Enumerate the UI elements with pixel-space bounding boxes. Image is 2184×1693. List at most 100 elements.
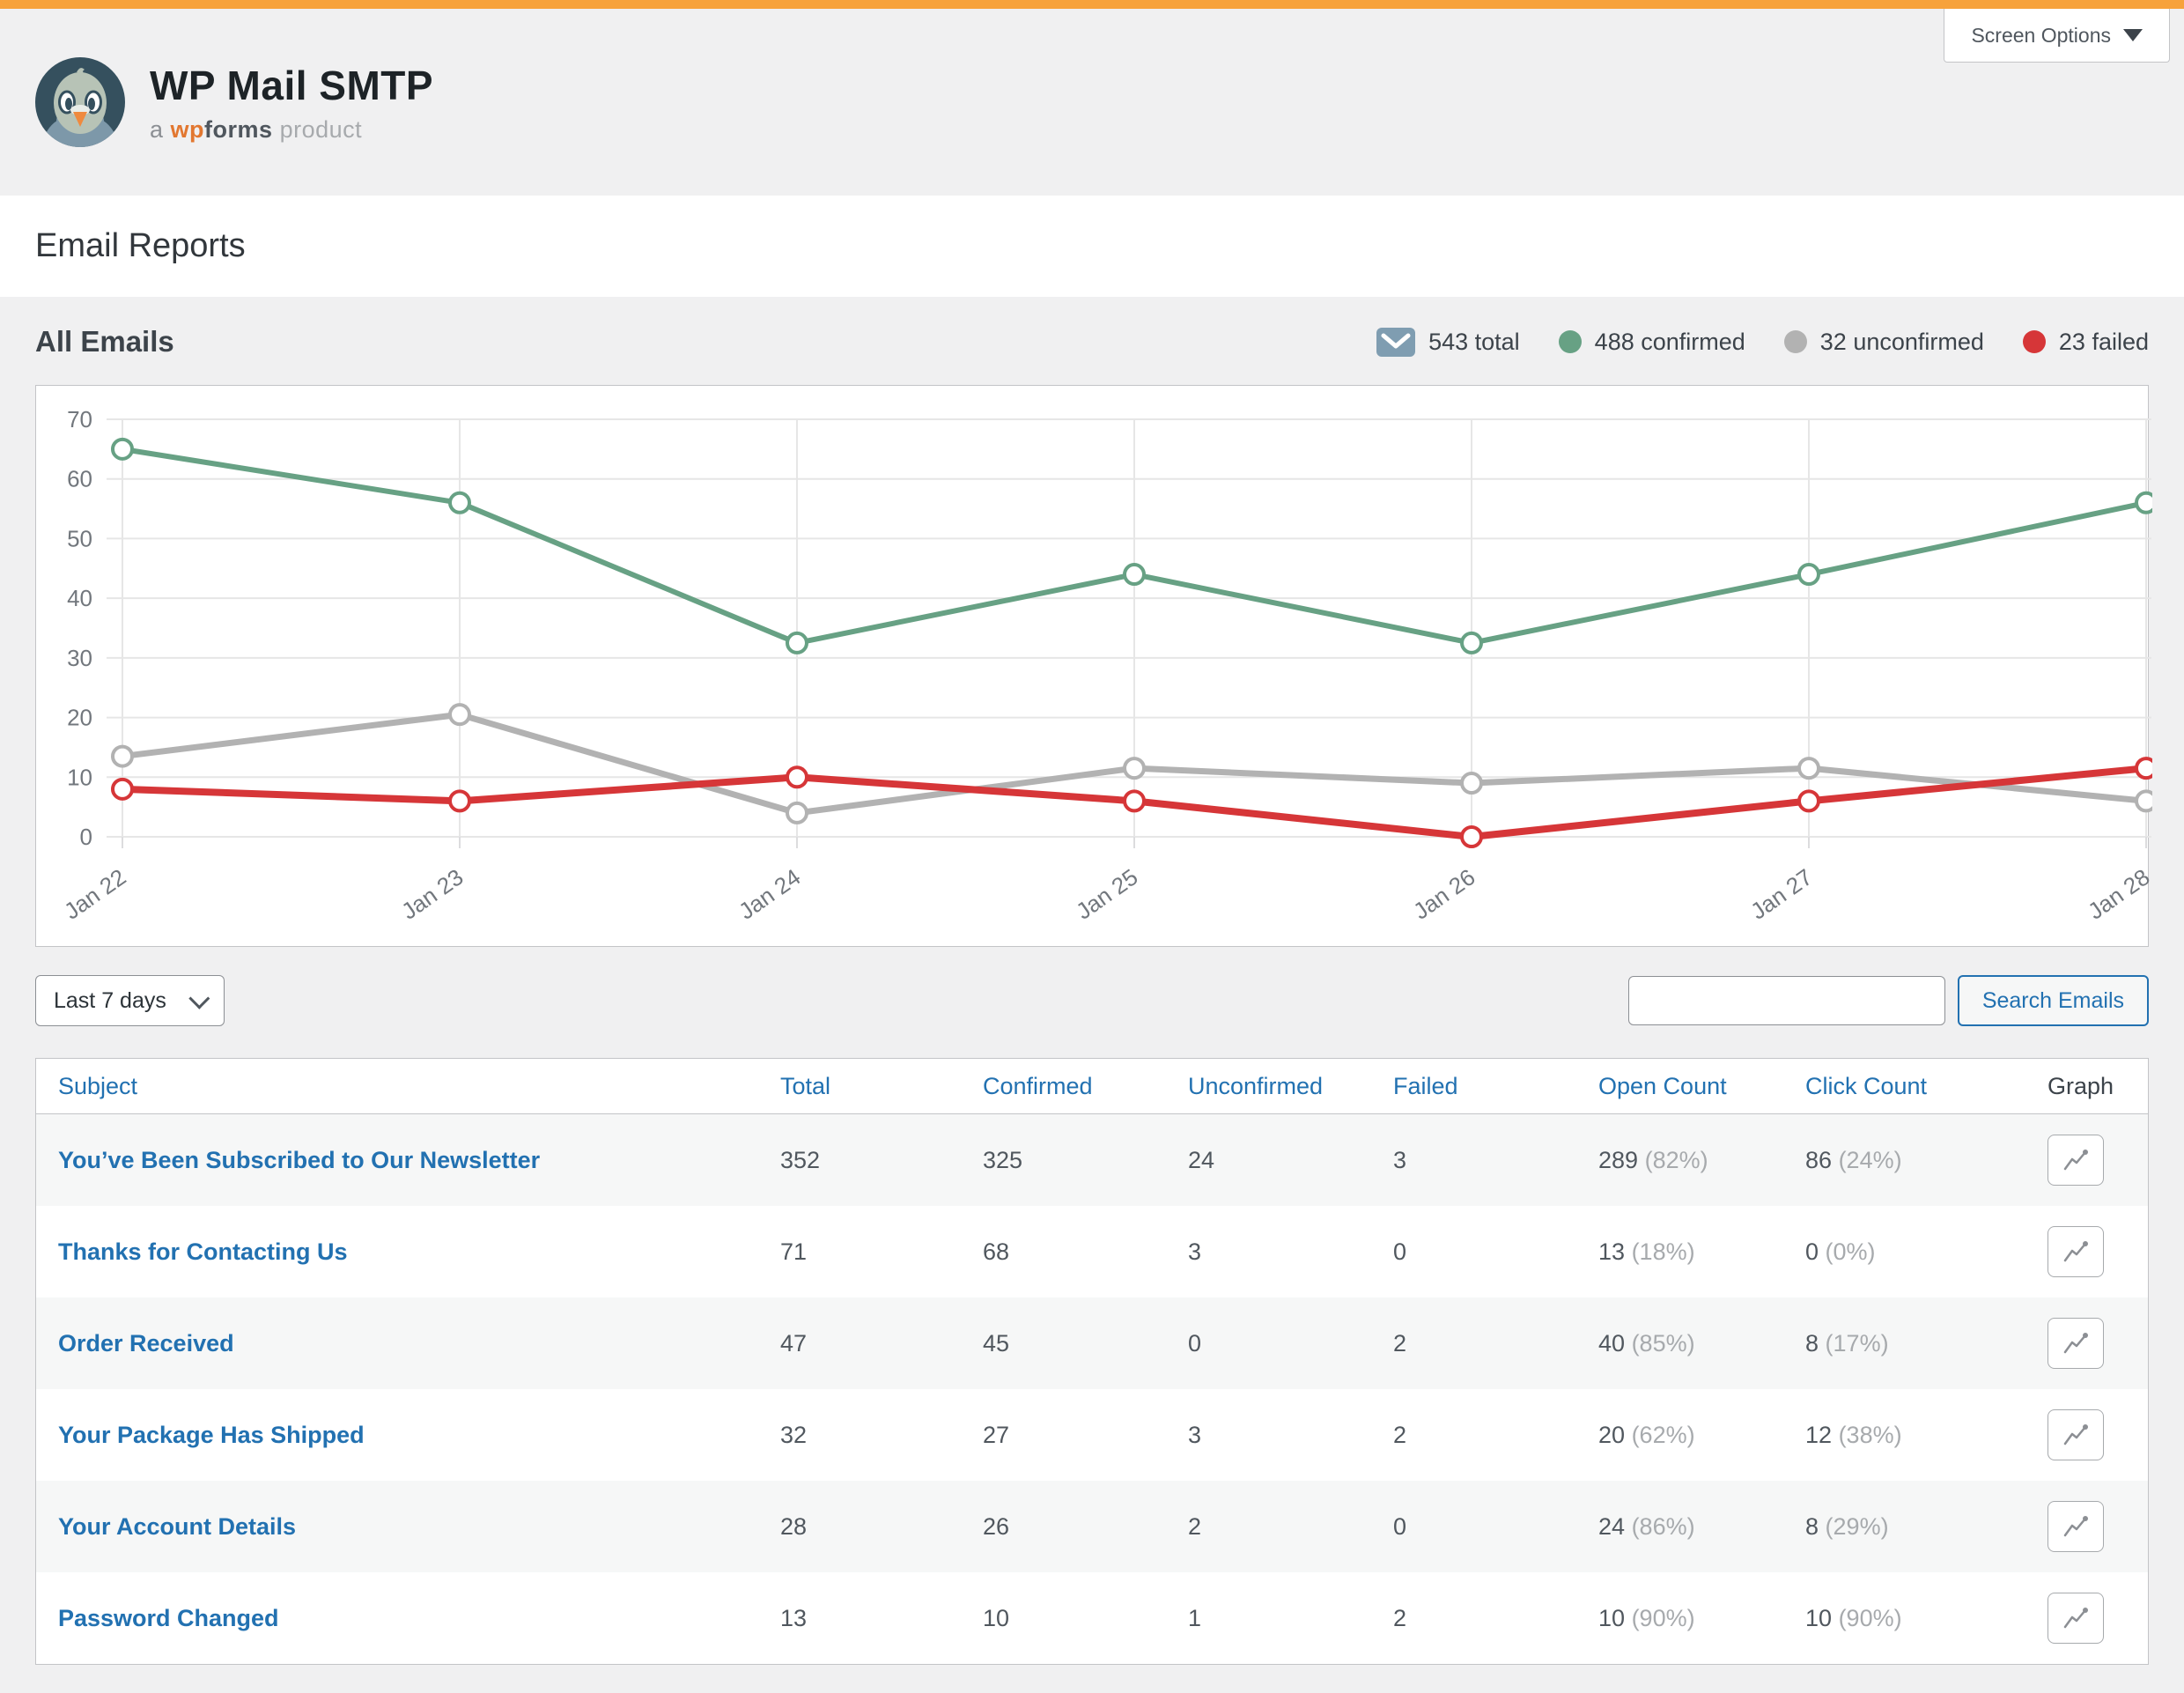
page-title-band: Email Reports [0, 196, 2184, 297]
table-header-row: Subject Total Confirmed Unconfirmed Fail… [36, 1059, 2148, 1114]
svg-text:50: 50 [67, 525, 92, 551]
email-subject-link[interactable]: Your Account Details [58, 1512, 297, 1540]
svg-text:20: 20 [67, 705, 92, 731]
total-cell: 28 [780, 1512, 808, 1540]
confirmed-cell: 325 [983, 1146, 1023, 1173]
graph-button[interactable] [2048, 1501, 2104, 1552]
email-subject-link[interactable]: Order Received [58, 1329, 234, 1357]
tagline-forms: forms [204, 115, 273, 143]
column-header-click-count[interactable]: Click Count [1805, 1072, 1928, 1099]
email-reports-table: Subject Total Confirmed Unconfirmed Fail… [35, 1058, 2149, 1665]
open-count-cell: 13 (18%) [1598, 1238, 1695, 1265]
column-header-open-count[interactable]: Open Count [1598, 1072, 1727, 1099]
svg-text:Jan 23: Jan 23 [396, 863, 468, 924]
confirmed-cell: 45 [983, 1329, 1010, 1357]
mini-line-chart-icon [2063, 1516, 2088, 1537]
envelope-icon [1376, 327, 1416, 357]
unconfirmed-cell: 24 [1188, 1146, 1215, 1173]
chevron-down-icon [188, 987, 210, 1009]
click-count-cell: 8 (17%) [1805, 1329, 1889, 1357]
table-row: Thanks for Contacting Us 71 68 3 0 13 (1… [36, 1206, 2148, 1297]
unconfirmed-cell: 3 [1188, 1421, 1202, 1448]
legend-label-failed: 23 failed [2058, 328, 2149, 355]
open-count-cell: 10 (90%) [1598, 1604, 1695, 1631]
svg-text:Jan 28: Jan 28 [2083, 863, 2152, 924]
svg-text:30: 30 [67, 645, 92, 671]
mini-line-chart-icon [2063, 1150, 2088, 1171]
column-header-failed[interactable]: Failed [1393, 1072, 1458, 1099]
column-header-confirmed[interactable]: Confirmed [983, 1072, 1093, 1099]
total-cell: 13 [780, 1604, 808, 1631]
failed-cell: 2 [1393, 1421, 1407, 1448]
graph-button[interactable] [2048, 1593, 2104, 1644]
svg-text:Jan 27: Jan 27 [1745, 863, 1817, 924]
chevron-down-icon [2123, 29, 2143, 41]
table-row: Your Account Details 28 26 2 0 24 (86%) … [36, 1481, 2148, 1572]
svg-text:Jan 24: Jan 24 [734, 863, 805, 924]
confirmed-cell: 27 [983, 1421, 1010, 1448]
failed-cell: 2 [1393, 1329, 1407, 1357]
legend-label-total: 543 total [1428, 328, 1520, 355]
open-count-cell: 24 (86%) [1598, 1512, 1695, 1540]
confirmed-cell: 26 [983, 1512, 1010, 1540]
svg-text:Jan 22: Jan 22 [59, 863, 130, 924]
legend-item-unconfirmed: 32 unconfirmed [1783, 328, 1984, 356]
email-subject-link[interactable]: Your Package Has Shipped [58, 1421, 365, 1448]
graph-button[interactable] [2048, 1318, 2104, 1369]
legend-item-confirmed: 488 confirmed [1558, 329, 1745, 356]
unconfirmed-cell: 3 [1188, 1238, 1202, 1265]
total-cell: 32 [780, 1421, 808, 1448]
app-title: WP Mail SMTP [150, 62, 434, 108]
total-cell: 71 [780, 1238, 808, 1265]
svg-text:10: 10 [67, 764, 92, 790]
confirmed-cell: 10 [983, 1604, 1010, 1631]
open-count-cell: 289 (82%) [1598, 1146, 1708, 1173]
svg-text:Jan 26: Jan 26 [1408, 863, 1479, 924]
column-header-total[interactable]: Total [780, 1072, 831, 1099]
graph-button[interactable] [2048, 1135, 2104, 1186]
search-input[interactable] [1627, 976, 1945, 1025]
column-header-graph: Graph [2048, 1072, 2114, 1099]
legend-item-total: 543 total [1376, 327, 1520, 357]
total-cell: 47 [780, 1329, 808, 1357]
date-range-value: Last 7 days [54, 987, 166, 1013]
email-subject-link[interactable]: You’ve Been Subscribed to Our Newsletter [58, 1146, 541, 1173]
column-header-unconfirmed[interactable]: Unconfirmed [1188, 1072, 1324, 1099]
search-emails-button[interactable]: Search Emails [1957, 975, 2149, 1026]
svg-text:40: 40 [67, 585, 92, 611]
mini-line-chart-icon [2063, 1333, 2088, 1354]
click-count-cell: 12 (38%) [1805, 1421, 1902, 1448]
graph-button[interactable] [2048, 1409, 2104, 1460]
mini-line-chart-icon [2063, 1608, 2088, 1629]
column-header-subject[interactable]: Subject [58, 1072, 138, 1099]
date-range-select[interactable]: Last 7 days [35, 975, 225, 1026]
unconfirmed-cell: 1 [1188, 1604, 1202, 1631]
svg-text:0: 0 [80, 824, 92, 850]
screen-options-button[interactable]: Screen Options [1944, 9, 2170, 63]
wp-mail-smtp-logo-icon [35, 57, 125, 147]
tagline-wp: wp [170, 115, 205, 143]
open-count-cell: 20 (62%) [1598, 1421, 1695, 1448]
confirmed-dot-icon [1558, 330, 1582, 353]
legend-label-unconfirmed: 32 unconfirmed [1819, 328, 1984, 355]
table-row: Password Changed 13 10 1 2 10 (90%) 10 (… [36, 1572, 2148, 1664]
failed-cell: 3 [1393, 1146, 1407, 1173]
open-count-cell: 40 (85%) [1598, 1329, 1695, 1357]
tagline-prefix: a [150, 115, 164, 143]
failed-cell: 2 [1393, 1604, 1407, 1631]
click-count-cell: 86 (24%) [1805, 1146, 1902, 1173]
email-subject-link[interactable]: Thanks for Contacting Us [58, 1238, 348, 1265]
email-subject-link[interactable]: Password Changed [58, 1604, 279, 1631]
unconfirmed-cell: 2 [1188, 1512, 1202, 1540]
top-accent-bar [0, 0, 2184, 9]
graph-button[interactable] [2048, 1226, 2104, 1277]
table-row: You’ve Been Subscribed to Our Newsletter… [36, 1114, 2148, 1206]
table-row: Order Received 47 45 0 2 40 (85%) 8 (17%… [36, 1297, 2148, 1389]
total-cell: 352 [780, 1146, 821, 1173]
mini-line-chart-icon [2063, 1241, 2088, 1262]
click-count-cell: 8 (29%) [1805, 1512, 1889, 1540]
failed-cell: 0 [1393, 1512, 1407, 1540]
unconfirmed-cell: 0 [1188, 1329, 1202, 1357]
legend-item-failed: 23 failed [2022, 328, 2149, 356]
app-tagline: a wpforms product [150, 116, 433, 144]
